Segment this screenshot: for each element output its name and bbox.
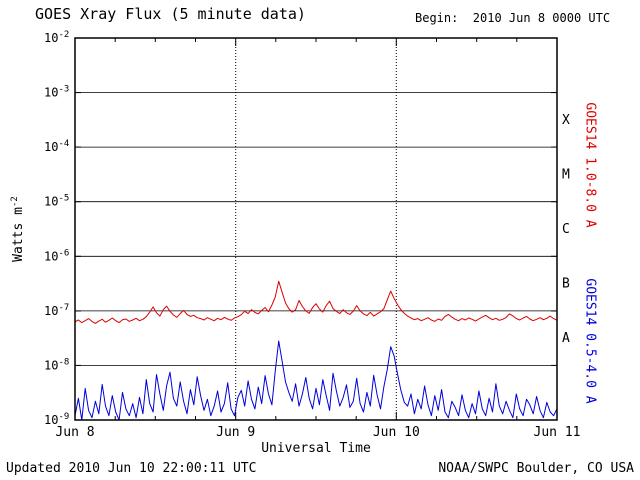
flare-class-m: M (562, 167, 570, 182)
y-tick-label: 10-4 (44, 139, 69, 154)
flare-class-b: B (562, 277, 570, 292)
y-tick-label: 10-2 (44, 30, 69, 45)
credit-label: NOAA/SWPC Boulder, CO USA (438, 461, 634, 476)
x-tick-label: Jun 10 (373, 425, 420, 440)
long-band-series (74, 280, 558, 324)
begin-label: Begin: 2010 Jun 8 0000 UTC (415, 11, 611, 25)
x-tick-label: Jun 9 (216, 425, 255, 440)
y-tick-label: 10-3 (44, 85, 69, 100)
page-title: GOES Xray Flux (5 minute data) (35, 5, 306, 23)
x-axis-title: Universal Time (261, 441, 371, 456)
flare-class-x: X (562, 113, 570, 128)
y-axis-title-base: Watts m (11, 207, 27, 262)
plot-frame (74, 37, 558, 421)
y-tick-label: 10-7 (44, 303, 69, 318)
updated-timestamp: Updated 2010 Jun 10 22:00:11 UTC (6, 461, 257, 476)
y-tick-label: 10-6 (44, 248, 69, 263)
x-tick-label: Jun 8 (55, 425, 94, 440)
flare-class-c: C (562, 222, 570, 237)
short-band-label: GOES14 0.5-4.0 A (582, 278, 598, 404)
short-band-series (74, 340, 558, 421)
flare-class-a: A (562, 331, 570, 346)
long-band-label: GOES14 1.0-8.0 A (582, 102, 598, 228)
y-tick-label: 10-8 (44, 357, 69, 372)
y-tick-label: 10-5 (44, 194, 69, 209)
y-axis-title: Watts m-2 (10, 196, 26, 262)
y-axis-title-exponent: -2 (9, 196, 20, 208)
x-tick-label: Jun 11 (534, 425, 581, 440)
